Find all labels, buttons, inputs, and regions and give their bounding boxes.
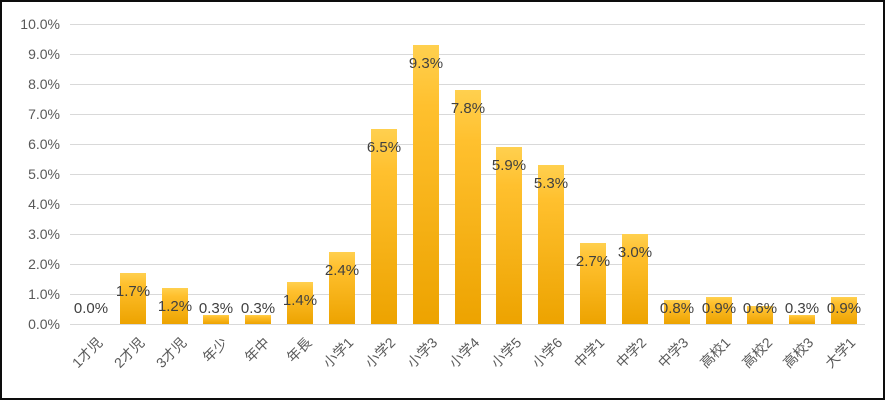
bar-data-label: 0.0% bbox=[73, 300, 109, 317]
bar-2才児 bbox=[120, 273, 146, 324]
x-axis-tick-label: 1才児 bbox=[68, 334, 106, 371]
bar-小学3 bbox=[413, 45, 439, 324]
x-axis-tick-label: 小学2 bbox=[361, 334, 399, 371]
x-axis-tick-label: 3才児 bbox=[152, 334, 190, 371]
bar-高校1 bbox=[706, 297, 732, 324]
y-axis-tick-label: 2.0% bbox=[28, 256, 60, 272]
bar-小学6 bbox=[538, 165, 564, 324]
x-axis-tick-label: 高校3 bbox=[780, 334, 817, 371]
y-axis-tick-label: 3.0% bbox=[28, 226, 60, 242]
bar-data-label: 0.3% bbox=[240, 300, 276, 317]
x-axis-tick-label: 中学3 bbox=[654, 334, 692, 371]
y-axis-tick-label: 4.0% bbox=[28, 196, 60, 212]
gridline bbox=[70, 324, 865, 325]
x-axis-tick-label: 小学5 bbox=[487, 334, 524, 371]
x-axis-tick-label: 2才児 bbox=[110, 334, 148, 371]
bar-data-label: 0.6% bbox=[742, 300, 778, 317]
gridline bbox=[70, 24, 865, 25]
x-axis-tick-label: 年長 bbox=[283, 334, 315, 366]
bar-中学1 bbox=[580, 243, 606, 324]
y-axis-tick-label: 5.0% bbox=[28, 166, 60, 182]
x-axis-tick-label: 小学1 bbox=[319, 334, 357, 371]
bar-data-label: 2.4% bbox=[324, 262, 360, 279]
y-axis-tick-label: 1.0% bbox=[28, 286, 60, 302]
x-axis-tick-label: 高校2 bbox=[738, 334, 776, 371]
bar-年中 bbox=[245, 315, 271, 324]
bar-data-label: 0.8% bbox=[659, 300, 695, 317]
x-axis-tick-label: 中学1 bbox=[571, 334, 608, 371]
y-axis-tick-label: 9.0% bbox=[28, 46, 60, 62]
bar-data-label: 7.8% bbox=[450, 100, 486, 117]
bar-data-label: 0.9% bbox=[701, 300, 737, 317]
bar-data-label: 9.3% bbox=[408, 55, 444, 72]
x-axis-tick-label: 小学6 bbox=[529, 334, 566, 371]
x-axis-tick-label: 年少 bbox=[199, 334, 232, 366]
bar-data-label: 5.3% bbox=[533, 175, 569, 192]
bar-高校3 bbox=[789, 315, 815, 324]
bar-大学1 bbox=[831, 297, 857, 324]
bar-小学2 bbox=[371, 129, 397, 324]
y-axis-tick-label: 0.0% bbox=[28, 316, 60, 332]
gridline bbox=[70, 84, 865, 85]
bar-中学3 bbox=[664, 300, 690, 324]
bar-data-label: 0.3% bbox=[784, 300, 820, 317]
y-axis-tick-label: 6.0% bbox=[28, 136, 60, 152]
y-axis-tick-label: 10.0% bbox=[20, 16, 60, 32]
gridline bbox=[70, 54, 865, 55]
bar-data-label: 1.7% bbox=[115, 283, 151, 300]
bar-data-label: 0.9% bbox=[826, 300, 862, 317]
x-axis-tick-label: 年中 bbox=[241, 334, 273, 366]
bar-data-label: 6.5% bbox=[366, 139, 402, 156]
bar-小学4 bbox=[455, 90, 481, 324]
x-axis-tick-label: 小学4 bbox=[445, 334, 483, 371]
bar-data-label: 3.0% bbox=[617, 244, 653, 261]
bar-小学1 bbox=[329, 252, 355, 324]
x-axis-tick-label: 小学3 bbox=[403, 334, 441, 371]
bar-data-label: 5.9% bbox=[491, 157, 527, 174]
bar-data-label: 1.2% bbox=[157, 298, 193, 315]
x-axis-tick-label: 高校1 bbox=[696, 334, 734, 371]
bar-data-label: 2.7% bbox=[575, 253, 611, 270]
x-axis-tick-label: 中学2 bbox=[612, 334, 650, 371]
y-axis-tick-label: 7.0% bbox=[28, 106, 60, 122]
bar-data-label: 1.4% bbox=[282, 292, 318, 309]
bar-年少 bbox=[203, 315, 229, 324]
bar-中学2 bbox=[622, 234, 648, 324]
bar-年長 bbox=[287, 282, 313, 324]
bar-小学5 bbox=[496, 147, 522, 324]
x-axis-tick-label: 大学1 bbox=[822, 334, 859, 371]
bar-高校2 bbox=[747, 306, 773, 324]
bar-data-label: 0.3% bbox=[198, 300, 234, 317]
y-axis-tick-label: 8.0% bbox=[28, 76, 60, 92]
bar-3才児 bbox=[162, 288, 188, 324]
